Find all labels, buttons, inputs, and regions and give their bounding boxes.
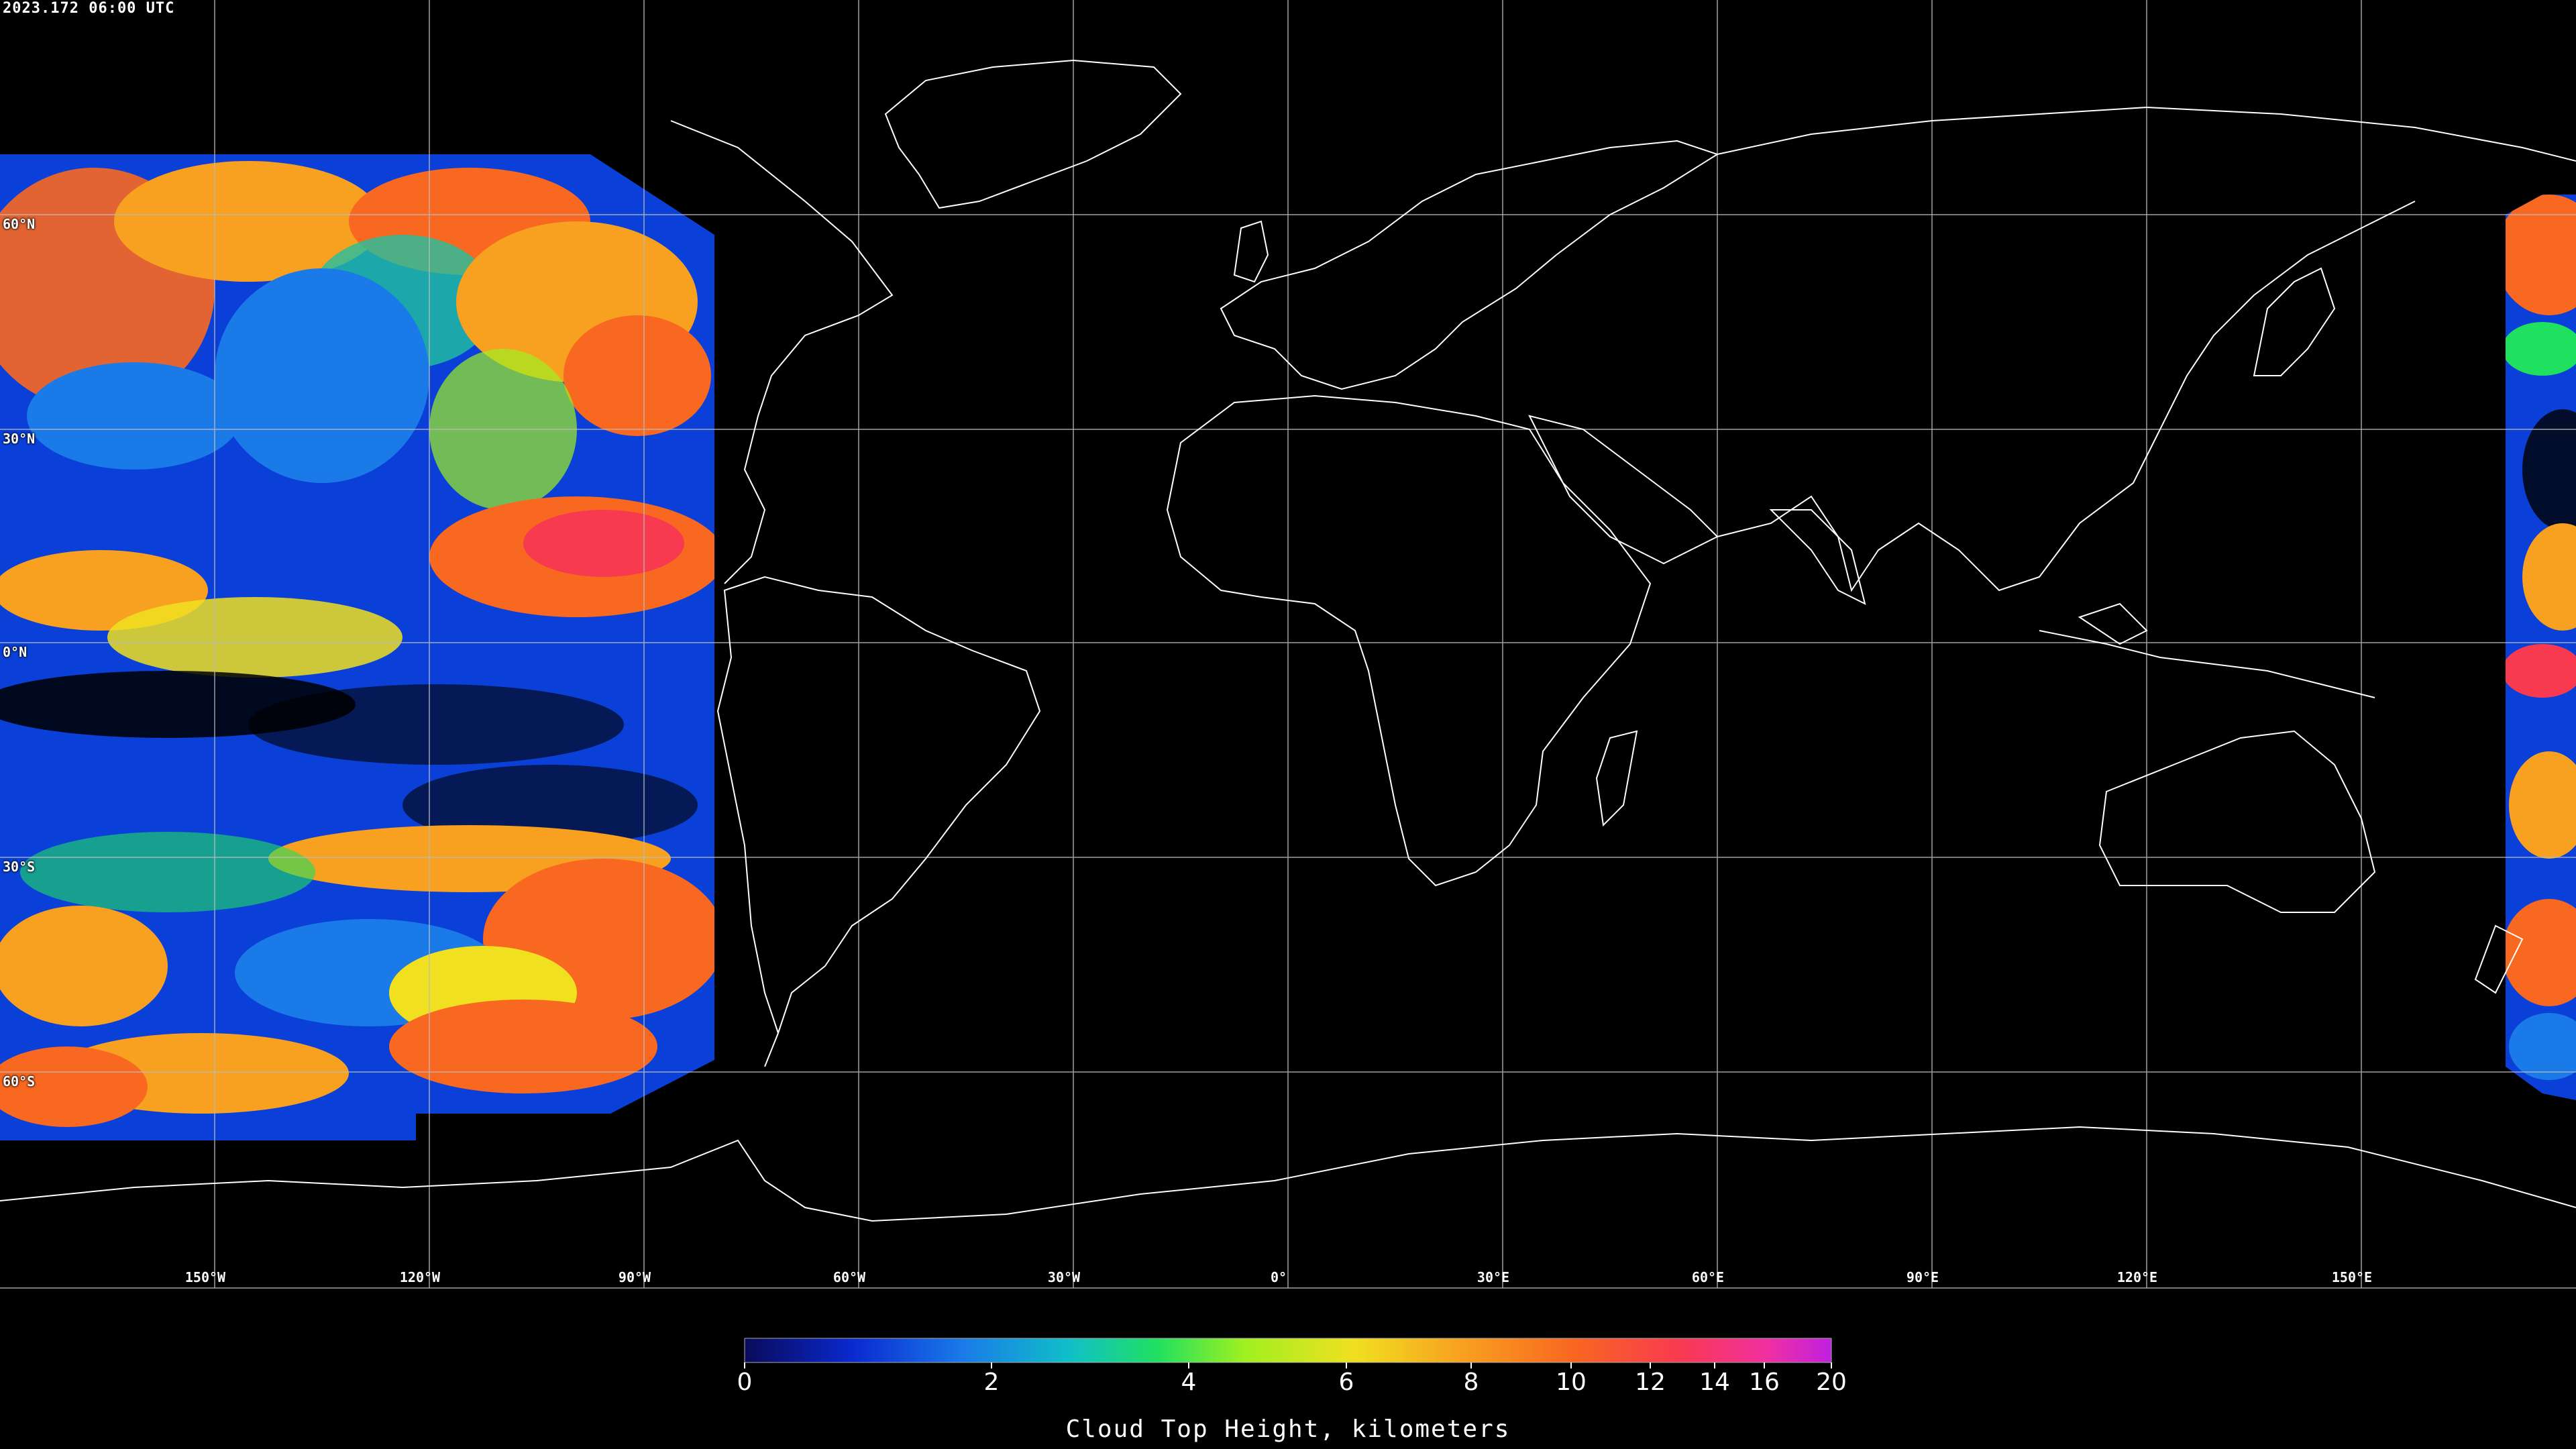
lon-label-120e: 120°E [2116, 1269, 2158, 1285]
colorbar-tick-20: 20 [1816, 1368, 1847, 1396]
lon-label-120w: 120°W [399, 1269, 441, 1285]
coastlines [0, 59, 2576, 1222]
lon-label-150w: 150°W [184, 1269, 226, 1285]
lon-label-90w: 90°W [618, 1269, 651, 1285]
lon-label-60w: 60°W [833, 1269, 866, 1285]
west-satellite-swath [0, 154, 714, 1140]
lat-label-30n: 30°N [3, 431, 36, 447]
lon-label-30w: 30°W [1047, 1269, 1081, 1285]
lon-label-90e: 90°E [1906, 1269, 1939, 1285]
colorbar [744, 1338, 1832, 1368]
colorbar-tick-8: 8 [1463, 1368, 1479, 1396]
colorbar-tick-12: 12 [1635, 1368, 1666, 1396]
colorbar-tick-14: 14 [1699, 1368, 1730, 1396]
graticule [0, 0, 2576, 1289]
colorbar-tick-10: 10 [1556, 1368, 1587, 1396]
colorbar-tick-2: 2 [983, 1368, 1000, 1396]
timestamp-label: 2023.172 06:00 UTC [3, 0, 175, 17]
lat-label-30s: 30°S [3, 859, 36, 875]
lon-label-0: 0° [1270, 1269, 1287, 1285]
lon-label-60e: 60°E [1691, 1269, 1725, 1285]
lat-label-60n: 60°N [3, 216, 36, 232]
colorbar-tick-16: 16 [1749, 1368, 1780, 1396]
lat-label-0n: 0°N [3, 644, 28, 660]
colorbar-tick-6: 6 [1338, 1368, 1354, 1396]
colorbar-tick-4: 4 [1181, 1368, 1197, 1396]
lat-label-60s: 60°S [3, 1073, 36, 1089]
colorbar-title: Cloud Top Height, kilometers [1065, 1415, 1511, 1443]
lon-label-30e: 30°E [1477, 1269, 1510, 1285]
colorbar-tick-0: 0 [737, 1368, 753, 1396]
lon-label-150e: 150°E [2331, 1269, 2373, 1285]
